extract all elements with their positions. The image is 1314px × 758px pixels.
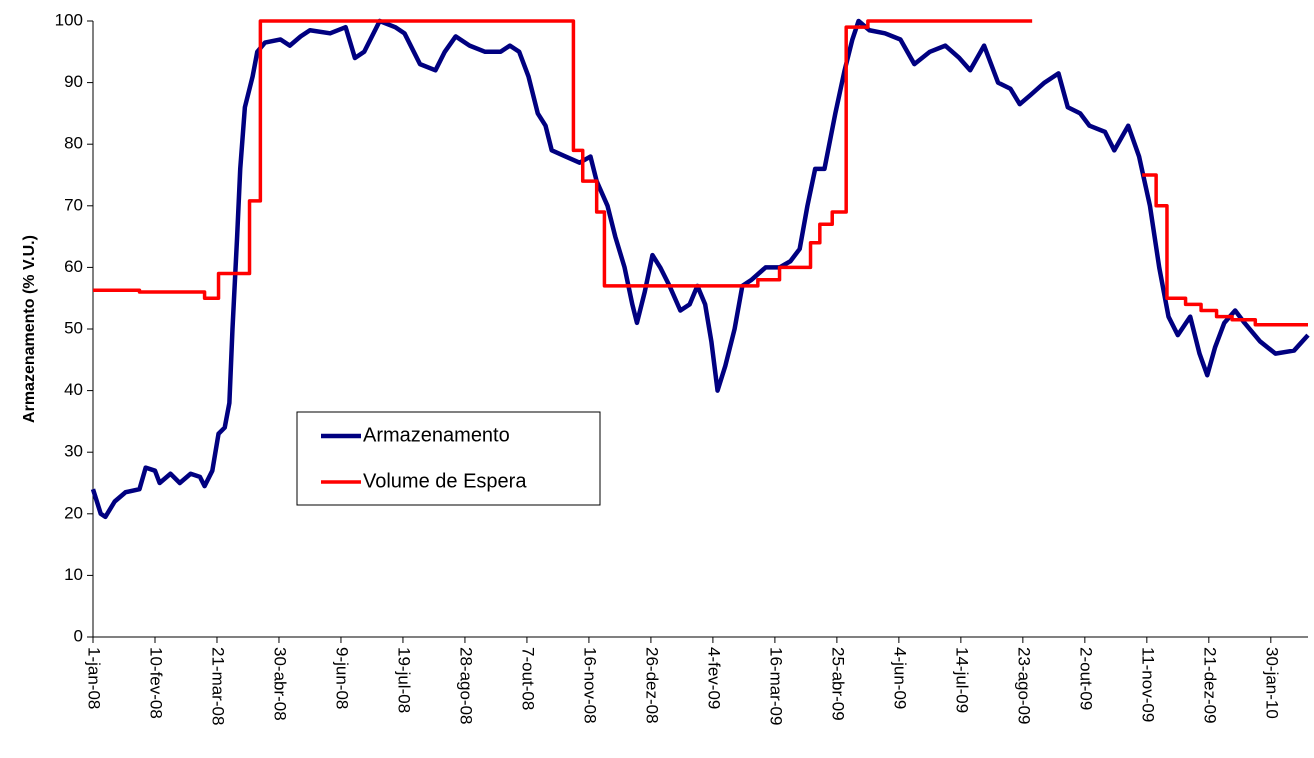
x-tick-label: 26-dez-08 bbox=[642, 647, 661, 724]
x-tick-label: 1-jan-08 bbox=[85, 647, 104, 709]
y-tick-label: 10 bbox=[64, 565, 83, 584]
legend-label: Armazenamento bbox=[363, 424, 510, 446]
y-tick-label: 30 bbox=[64, 442, 83, 461]
x-tick-label: 4-fev-09 bbox=[704, 647, 723, 709]
x-tick-label: 28-ago-08 bbox=[456, 647, 475, 725]
y-tick-label: 70 bbox=[64, 195, 83, 214]
y-tick-label: 90 bbox=[64, 72, 83, 91]
y-tick-label: 50 bbox=[64, 318, 83, 337]
x-tick-label: 10-fev-08 bbox=[147, 647, 166, 719]
x-tick-label: 16-mar-09 bbox=[766, 647, 785, 725]
legend-box bbox=[296, 411, 601, 506]
x-tick-label: 14-jul-09 bbox=[952, 647, 971, 713]
x-tick-label: 9-jun-08 bbox=[332, 647, 351, 709]
x-tick-label: 2-out-09 bbox=[1076, 647, 1095, 710]
y-tick-label: 60 bbox=[64, 257, 83, 276]
y-tick-label: 20 bbox=[64, 503, 83, 522]
series-line bbox=[90, 18, 1310, 520]
x-tick-label: 16-nov-08 bbox=[580, 647, 599, 724]
x-tick-label: 30-abr-08 bbox=[270, 647, 289, 721]
x-tick-label: 23-ago-09 bbox=[1014, 647, 1033, 725]
x-tick-label: 7-out-08 bbox=[518, 647, 537, 710]
x-tick-label: 21-dez-09 bbox=[1200, 647, 1219, 724]
x-tick-label: 25-abr-09 bbox=[828, 647, 847, 721]
y-tick-label: 80 bbox=[64, 134, 83, 153]
x-tick-label: 21-mar-08 bbox=[208, 647, 227, 725]
y-axis-label: Armazenamento (% V.U.) bbox=[21, 235, 38, 423]
series-line bbox=[93, 19, 1308, 327]
y-tick-label: 100 bbox=[55, 10, 83, 29]
x-tick-label: 30-jan-10 bbox=[1262, 647, 1281, 719]
y-tick-label: 40 bbox=[64, 380, 83, 399]
legend-label: Volume de Espera bbox=[363, 470, 527, 492]
y-tick-label: 0 bbox=[74, 626, 83, 645]
x-tick-label: 4-jun-09 bbox=[890, 647, 909, 709]
x-tick-label: 11-nov-09 bbox=[1138, 647, 1157, 722]
x-tick-label: 19-jul-08 bbox=[394, 647, 413, 713]
